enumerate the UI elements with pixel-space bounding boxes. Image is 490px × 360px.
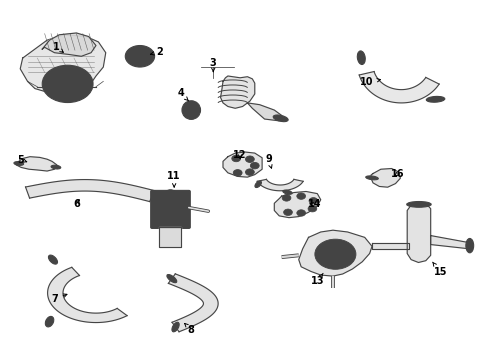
Text: 6: 6	[73, 199, 80, 210]
Text: 9: 9	[265, 154, 272, 168]
Circle shape	[308, 206, 317, 212]
Circle shape	[297, 193, 306, 199]
Ellipse shape	[167, 275, 177, 283]
Text: 15: 15	[433, 262, 447, 277]
Circle shape	[245, 156, 254, 162]
Circle shape	[331, 251, 340, 258]
Circle shape	[233, 170, 242, 176]
Circle shape	[297, 210, 306, 216]
Text: 11: 11	[168, 171, 181, 187]
Ellipse shape	[46, 316, 54, 327]
Polygon shape	[407, 202, 431, 262]
Polygon shape	[42, 33, 96, 56]
Ellipse shape	[366, 176, 378, 180]
FancyBboxPatch shape	[151, 190, 190, 228]
Text: 10: 10	[361, 77, 380, 87]
Ellipse shape	[14, 162, 24, 165]
Ellipse shape	[273, 115, 288, 122]
Polygon shape	[372, 243, 409, 249]
Circle shape	[309, 198, 318, 204]
Ellipse shape	[407, 202, 431, 207]
Ellipse shape	[51, 165, 61, 169]
Circle shape	[164, 211, 177, 221]
Text: 1: 1	[52, 42, 63, 53]
Circle shape	[164, 190, 177, 199]
Circle shape	[164, 204, 177, 213]
Text: 3: 3	[210, 58, 217, 72]
Text: 4: 4	[177, 88, 189, 101]
Polygon shape	[274, 192, 321, 218]
Polygon shape	[25, 180, 155, 202]
Circle shape	[324, 246, 347, 263]
Text: 5: 5	[17, 154, 27, 165]
Ellipse shape	[182, 101, 200, 120]
Circle shape	[131, 50, 149, 63]
Text: 8: 8	[185, 323, 195, 335]
Polygon shape	[257, 179, 303, 191]
Polygon shape	[159, 227, 181, 247]
Text: 16: 16	[391, 169, 404, 179]
Text: 12: 12	[233, 150, 247, 160]
Polygon shape	[431, 235, 470, 249]
Text: 2: 2	[150, 47, 163, 57]
Polygon shape	[223, 152, 262, 177]
Polygon shape	[48, 267, 127, 323]
Text: 14: 14	[308, 199, 321, 210]
Circle shape	[125, 45, 155, 67]
Polygon shape	[16, 157, 57, 171]
Polygon shape	[169, 274, 218, 332]
Circle shape	[52, 72, 83, 95]
Ellipse shape	[186, 104, 196, 116]
Polygon shape	[371, 168, 400, 187]
Circle shape	[315, 239, 356, 269]
Ellipse shape	[255, 181, 262, 188]
Circle shape	[284, 209, 293, 216]
Circle shape	[232, 155, 241, 162]
Polygon shape	[220, 76, 255, 108]
Polygon shape	[20, 35, 106, 96]
Text: 7: 7	[51, 294, 67, 304]
Circle shape	[62, 80, 74, 88]
Ellipse shape	[466, 238, 474, 253]
Ellipse shape	[49, 255, 57, 264]
Ellipse shape	[357, 51, 365, 64]
Text: 13: 13	[311, 273, 324, 286]
Circle shape	[250, 162, 259, 169]
Circle shape	[282, 195, 291, 201]
Polygon shape	[247, 103, 282, 121]
Circle shape	[42, 65, 93, 103]
Ellipse shape	[172, 322, 179, 332]
Circle shape	[164, 197, 177, 206]
Polygon shape	[299, 230, 372, 276]
Circle shape	[245, 169, 254, 175]
Ellipse shape	[426, 96, 445, 102]
Polygon shape	[359, 72, 439, 103]
Ellipse shape	[283, 190, 292, 194]
